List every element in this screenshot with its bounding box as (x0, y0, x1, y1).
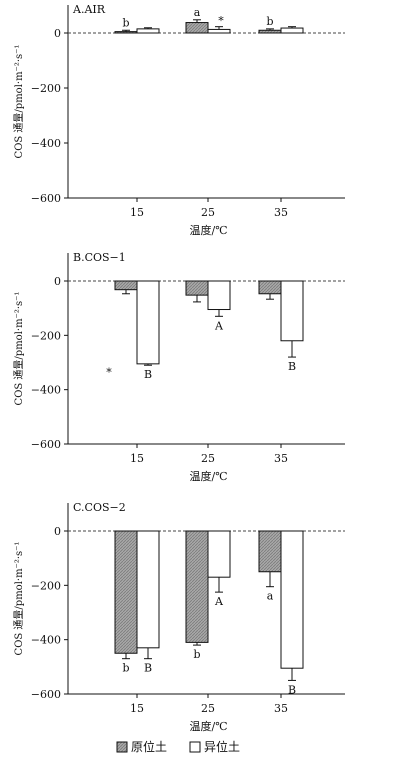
bar-exsitu (136, 280, 160, 365)
panel-title: B.COS−1 (73, 251, 126, 264)
x-tick-label: 25 (201, 452, 215, 465)
bar-exsitu (280, 530, 304, 669)
x-tick-label: 35 (274, 452, 288, 465)
x-tick-label: 15 (130, 206, 144, 219)
x-tick-label: 35 (274, 702, 288, 715)
legend-swatch-exsitu (189, 741, 201, 753)
bar-exsitu (207, 28, 231, 34)
panel-title: C.COS−2 (73, 501, 126, 514)
bar-exsitu (207, 530, 231, 578)
y-tick-label: −200 (31, 329, 61, 342)
chart-panel-1: 0 −200 −400 −600 15 25 35 B.COS−1 COS 通量/pmol·m⁻… (13, 251, 345, 483)
x-tick-label: 15 (130, 702, 144, 715)
significance-label: B (288, 360, 296, 373)
x-tick-label: 15 (130, 452, 144, 465)
significance-label: B (288, 683, 296, 696)
significance-label: a (267, 590, 274, 603)
significance-label: A (214, 319, 224, 332)
bar-insitu (258, 280, 282, 295)
bar-insitu (185, 22, 209, 34)
y-tick-label: 0 (54, 525, 61, 538)
significance-label: A (214, 595, 224, 608)
x-axis-label: 温度/℃ (189, 223, 227, 237)
bar-exsitu (136, 28, 160, 34)
legend-label-exsitu: 异位土 (204, 739, 240, 754)
bar-exsitu (280, 280, 304, 342)
y-tick-label: −400 (31, 384, 61, 397)
x-tick-label: 25 (201, 702, 215, 715)
bar-insitu (258, 29, 282, 34)
panel-title: A.AIR (72, 3, 106, 16)
x-axis-label: 温度/℃ (189, 719, 227, 733)
bar-insitu (258, 530, 282, 573)
bar-insitu (114, 31, 138, 34)
y-tick-label: 0 (54, 27, 61, 40)
significance-label: * (218, 15, 224, 28)
x-axis-label: 温度/℃ (189, 469, 227, 483)
y-tick-label: 0 (54, 275, 61, 288)
bar-insitu (185, 530, 209, 643)
bar-exsitu (280, 27, 304, 34)
y-tick-label: −600 (31, 438, 61, 451)
y-tick-label: −400 (31, 634, 61, 647)
bar-insitu (114, 530, 138, 654)
bar-exsitu (136, 530, 160, 649)
y-tick-label: −600 (31, 192, 61, 205)
y-tick-label: −200 (31, 82, 61, 95)
significance-label: B (144, 662, 152, 675)
y-tick-label: −600 (31, 688, 61, 701)
significance-label: b (122, 662, 129, 675)
bar-exsitu (207, 280, 231, 311)
significance-label: b (122, 16, 129, 29)
x-tick-label: 25 (201, 206, 215, 219)
significance-label: a (194, 6, 201, 19)
legend-swatch-insitu (116, 741, 128, 753)
bar-insitu (114, 280, 138, 291)
y-tick-label: −200 (31, 579, 61, 592)
chart-panel-0: 0 −200 −400 −600 15 25 35 A.AIR COS 通量/pmol·m⁻²·… (13, 3, 345, 237)
y-axis-label: COS 通量/pmol·m⁻²·s⁻¹ (13, 292, 25, 406)
significance-label: b (266, 15, 273, 28)
significance-label: b (193, 648, 200, 661)
y-axis-label: COS 通量/pmol·m⁻²·s⁻¹ (13, 45, 25, 159)
y-axis-label: COS 通量/pmol·m⁻²·s⁻¹ (13, 542, 25, 656)
x-tick-label: 35 (274, 206, 288, 219)
significance-label: * (106, 366, 112, 379)
chart-panel-2: 0 −200 −400 −600 15 25 35 C.COS−2 COS 通量/pmol·m⁻… (13, 501, 345, 733)
significance-label: B (144, 368, 152, 381)
y-tick-label: −400 (31, 137, 61, 150)
bar-insitu (185, 280, 209, 296)
legend: 原位土 异位土 (116, 739, 240, 754)
legend-label-insitu: 原位土 (131, 739, 167, 754)
